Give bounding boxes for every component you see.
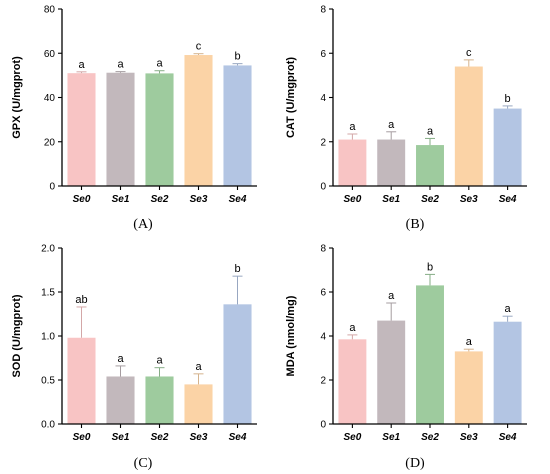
significance-label: b (505, 93, 511, 105)
chart-panel-3: ab Se0 a Se1 a Se2 a Se3 b Se4 0.0 0.5 1.0 1.5 2.0 SOD … (11, 244, 257, 471)
bar-se1 (377, 320, 406, 424)
category-label: Se4 (499, 194, 517, 205)
bar-se0 (338, 339, 367, 424)
bar-se3 (454, 351, 483, 424)
y-tick-label: 0 (320, 182, 326, 193)
y-tick-label: 2 (320, 376, 326, 387)
category-label: Se3 (460, 432, 478, 443)
panel-label: (B) (406, 217, 425, 232)
category-label: Se0 (344, 194, 362, 205)
significance-label: b (234, 263, 240, 275)
significance-label: b (234, 51, 240, 63)
y-tick-label: 1.5 (41, 288, 55, 299)
significance-label: a (195, 361, 202, 373)
significance-label: a (388, 119, 395, 131)
category-label: Se2 (421, 194, 439, 205)
bar-se0 (338, 139, 367, 186)
bar-se2 (145, 376, 174, 424)
panel-label: (A) (133, 217, 153, 232)
bar-se4 (223, 65, 252, 186)
panel-label: (D) (405, 456, 425, 471)
panel-label: (C) (134, 456, 153, 471)
category-label: Se3 (190, 194, 208, 205)
category-label: Se0 (344, 432, 362, 443)
bar-se3 (184, 55, 213, 186)
bar-se0 (67, 73, 96, 186)
category-label: Se2 (151, 194, 169, 205)
bar-se0 (67, 337, 96, 424)
category-label: Se3 (460, 194, 478, 205)
chart-panel-4: a Se0 a Se1 b Se2 a Se3 a Se4 0 2 4 6 8 MDA (nmol/mg) (D… (285, 244, 527, 471)
category-label: Se1 (382, 194, 400, 205)
y-tick-label: 2.0 (41, 244, 55, 255)
y-tick-label: 1.0 (41, 332, 55, 343)
y-axis-title: MDA (nmol/mg) (285, 295, 297, 376)
y-tick-label: 0.5 (41, 376, 55, 387)
chart-panel-1: a Se0 a Se1 a Se2 c Se3 b Se4 0 20 40 60 80 GPX (U/mgpr… (11, 5, 257, 232)
significance-label: a (156, 58, 163, 70)
y-tick-label: 80 (44, 5, 56, 16)
y-tick-label: 6 (320, 288, 326, 299)
significance-label: a (466, 336, 473, 348)
significance-label: a (427, 125, 434, 137)
y-tick-label: 40 (44, 93, 56, 104)
bar-se1 (106, 72, 135, 186)
y-tick-label: 6 (320, 49, 326, 60)
y-tick-label: 0 (320, 420, 326, 431)
category-label: Se4 (229, 432, 247, 443)
significance-label: a (388, 290, 395, 302)
y-tick-label: 2 (320, 137, 326, 148)
category-label: Se1 (382, 432, 400, 443)
significance-label: ab (75, 294, 87, 306)
significance-label: a (117, 59, 124, 71)
y-tick-label: 4 (320, 93, 326, 104)
bar-se2 (145, 73, 174, 186)
category-label: Se0 (73, 194, 91, 205)
category-label: Se4 (499, 432, 517, 443)
significance-label: a (117, 353, 124, 365)
y-tick-label: 20 (44, 137, 56, 148)
significance-label: c (466, 47, 472, 59)
bar-se3 (454, 66, 483, 186)
significance-label: c (196, 41, 202, 53)
bar-se2 (416, 145, 444, 186)
significance-label: a (156, 355, 163, 367)
y-tick-label: 0 (49, 182, 55, 193)
bar-se2 (416, 285, 444, 424)
category-label: Se0 (73, 432, 91, 443)
category-label: Se3 (190, 432, 208, 443)
bar-se4 (493, 108, 522, 186)
bar-se3 (184, 384, 213, 424)
bar-se4 (223, 304, 252, 424)
category-label: Se2 (151, 432, 169, 443)
y-tick-label: 60 (44, 49, 56, 60)
y-axis-title: SOD (U/mgprot) (11, 294, 23, 377)
significance-label: a (349, 322, 356, 334)
y-axis-title: CAT (U/mgprot) (285, 57, 297, 138)
category-label: Se1 (112, 194, 130, 205)
bar-se4 (493, 321, 522, 424)
y-tick-label: 0.0 (41, 420, 55, 431)
chart-panel-2: a Se0 a Se1 a Se2 c Se3 b Se4 0 2 4 6 8 CAT (U/mgprot) (… (285, 5, 527, 232)
y-tick-label: 8 (320, 5, 326, 16)
significance-label: a (349, 121, 356, 133)
significance-label: b (427, 261, 433, 273)
y-tick-label: 8 (320, 244, 326, 255)
y-tick-label: 4 (320, 332, 326, 343)
bar-se1 (106, 376, 135, 424)
category-label: Se4 (229, 194, 247, 205)
significance-label: a (78, 59, 85, 71)
category-label: Se1 (112, 432, 130, 443)
y-axis-title: GPX (U/mgprot) (11, 56, 23, 139)
significance-label: a (505, 303, 512, 315)
bar-se1 (377, 139, 406, 186)
category-label: Se2 (421, 432, 439, 443)
